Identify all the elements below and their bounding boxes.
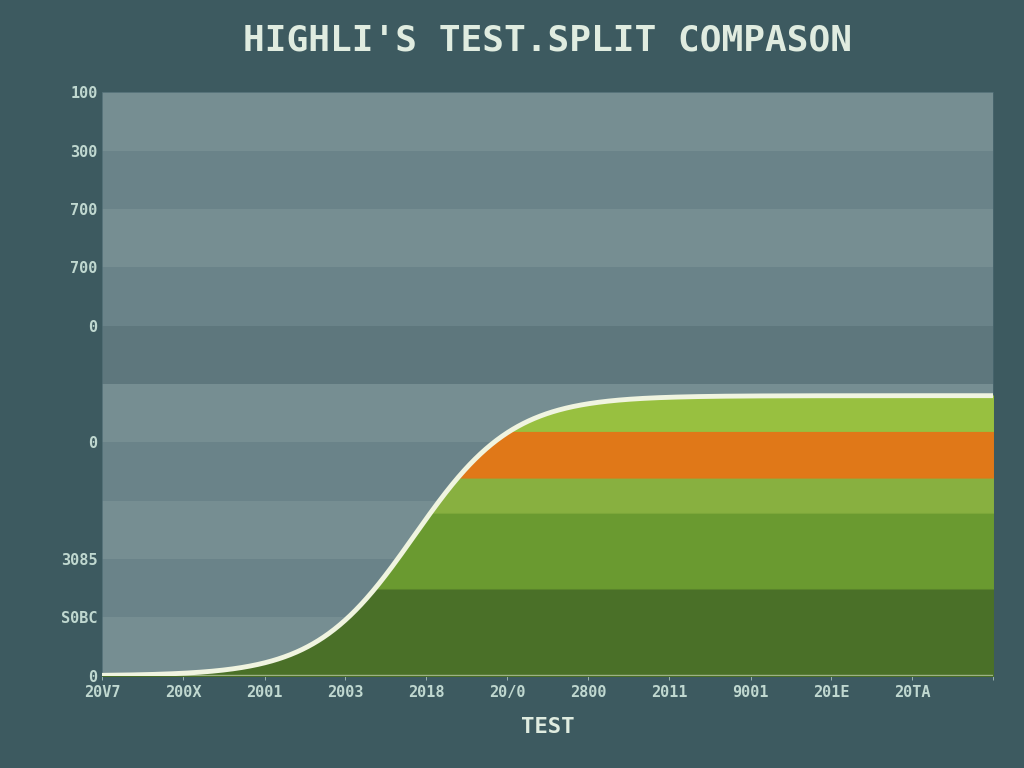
- Bar: [102, 501, 993, 559]
- Bar: [102, 92, 993, 151]
- Bar: [102, 326, 993, 384]
- Bar: [102, 617, 993, 676]
- Bar: [102, 267, 993, 326]
- Bar: [102, 559, 993, 617]
- Bar: [102, 384, 993, 442]
- Bar: [102, 209, 993, 267]
- Bar: [102, 151, 993, 209]
- X-axis label: TEST: TEST: [521, 717, 574, 737]
- Bar: [102, 442, 993, 501]
- Title: HIGHLI'S TEST.SPLIT COMPASON: HIGHLI'S TEST.SPLIT COMPASON: [244, 24, 852, 58]
